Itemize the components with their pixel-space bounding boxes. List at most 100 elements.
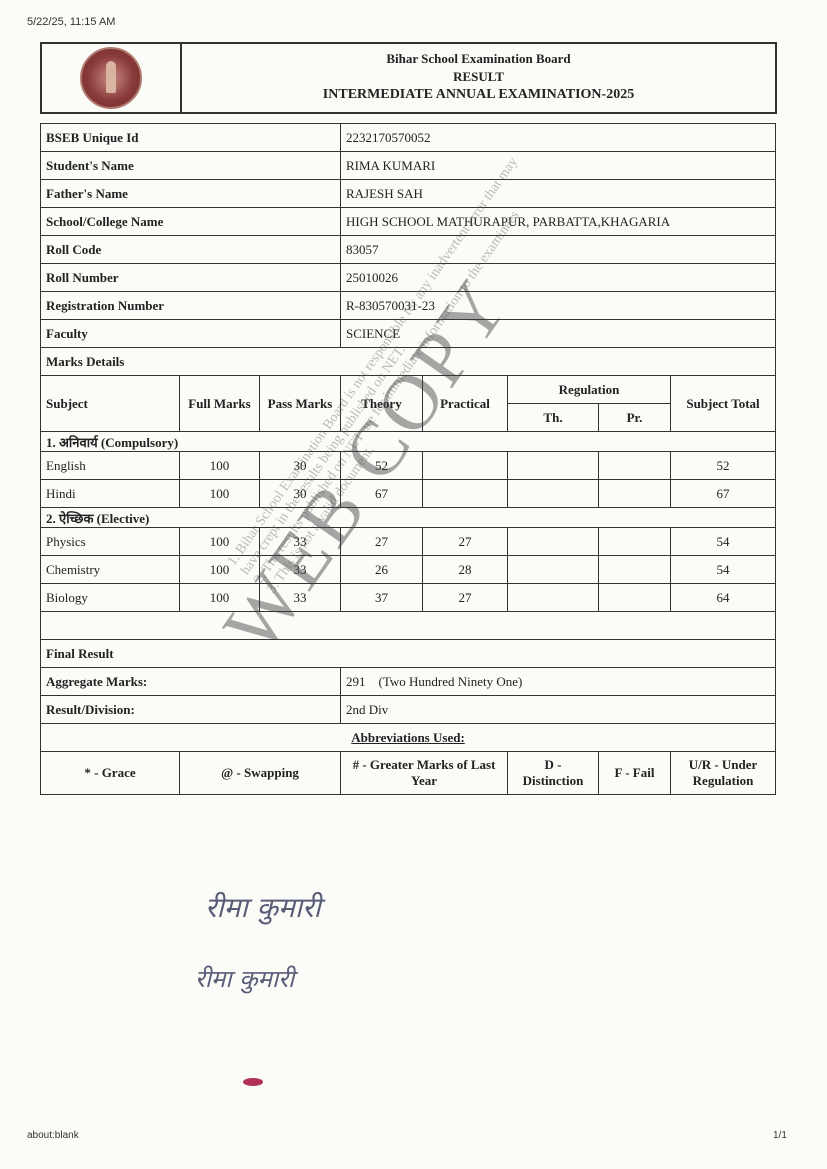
- info-row: Registration Number R-830570031-23: [40, 291, 777, 320]
- mark-th: [507, 555, 599, 584]
- division-value: 2nd Div: [339, 695, 777, 724]
- info-value: RIMA KUMARI: [339, 151, 777, 180]
- aggregate-row: Aggregate Marks: 291 (Two Hundred Ninety …: [40, 667, 777, 696]
- subject-name: Chemistry: [40, 555, 180, 584]
- info-value: 25010026: [339, 263, 777, 292]
- info-value: RAJESH SAH: [339, 179, 777, 208]
- info-row: Father's Name RAJESH SAH: [40, 179, 777, 208]
- mark-theory: 26: [340, 555, 423, 584]
- aggregate-value: 291 (Two Hundred Ninety One): [339, 667, 777, 696]
- mark-th: [507, 479, 599, 508]
- mark-pass: 33: [259, 527, 341, 556]
- mark-pr: [598, 527, 671, 556]
- info-row: School/College Name HIGH SCHOOL MATHURAPU…: [40, 207, 777, 236]
- mark-full: 100: [179, 527, 260, 556]
- info-value: SCIENCE: [339, 319, 777, 348]
- mark-full: 100: [179, 555, 260, 584]
- info-value: 83057: [339, 235, 777, 264]
- mark-pass: 33: [259, 583, 341, 612]
- abbreviation: U/R - Under Regulation: [669, 751, 777, 795]
- marks-title: Marks Details: [39, 347, 777, 376]
- result-table: BSEB Unique Id 2232170570052 Student's Nam…: [39, 123, 777, 795]
- info-row: BSEB Unique Id 2232170570052: [40, 123, 777, 152]
- info-label: Father's Name: [40, 179, 341, 208]
- mark-practical: 27: [422, 583, 508, 612]
- mark-pr: [598, 583, 671, 612]
- mark-th: [507, 451, 599, 480]
- page-url: about:blank: [27, 1130, 79, 1141]
- header-full-marks: Full Marks: [179, 375, 260, 432]
- mark-total: 54: [669, 527, 777, 556]
- subject-row: English 100 30 52 52: [40, 451, 777, 480]
- mark-full: 100: [179, 451, 260, 480]
- section-row: 2. ऐच्छिक (Elective): [39, 507, 777, 528]
- info-value: R-830570031-23: [339, 291, 777, 320]
- info-value: HIGH SCHOOL MATHURAPUR, PARBATTA,KHAGARI…: [339, 207, 777, 236]
- abbreviation: D - Distinction: [507, 751, 599, 795]
- mark-pr: [598, 479, 671, 508]
- section-name: 1. अनिवार्य (Compulsory): [39, 431, 777, 452]
- division-label: Result/Division:: [40, 695, 341, 724]
- mark-total: 67: [669, 479, 777, 508]
- header-subject-total: Subject Total: [669, 375, 777, 432]
- header-theory: Theory: [340, 375, 423, 432]
- print-datetime: 5/22/25, 11:15 AM: [27, 16, 116, 28]
- subject-name: English: [40, 451, 180, 480]
- mark-theory: 37: [340, 583, 423, 612]
- mark-theory: 52: [340, 451, 423, 480]
- mark-practical: [422, 479, 508, 508]
- handwritten-signature: रीमा कुमारी: [205, 891, 321, 924]
- info-row: Roll Number 25010026: [40, 263, 777, 292]
- final-title-row: Final Result: [39, 639, 777, 668]
- logo-cell: [42, 44, 182, 112]
- header-practical: Practical: [422, 375, 508, 432]
- subject-row: Physics 100 33 27 27 54: [40, 527, 777, 556]
- abbreviation: @ - Swapping: [179, 751, 341, 795]
- marks-subheader-row: Th. Pr.: [41, 403, 776, 432]
- ink-mark: [243, 1078, 263, 1086]
- mark-theory: 67: [340, 479, 423, 508]
- mark-theory: 27: [340, 527, 423, 556]
- mark-pass: 30: [259, 451, 341, 480]
- board-name: Bihar School Examination Board: [386, 51, 571, 66]
- mark-pass: 30: [259, 479, 341, 508]
- marks-title-row: Marks Details: [39, 347, 777, 376]
- result-header: Bihar School Examination Board RESULT IN…: [40, 42, 777, 114]
- mark-pass: 33: [259, 555, 341, 584]
- mark-th: [507, 527, 599, 556]
- mark-practical: 27: [422, 527, 508, 556]
- mark-total: 52: [669, 451, 777, 480]
- exam-name: INTERMEDIATE ANNUAL EXAMINATION-2025: [322, 87, 635, 102]
- header-text: Bihar School Examination Board RESULT IN…: [182, 44, 775, 112]
- marks-header-row: Subject Full Marks Pass Marks Theory Practic…: [40, 375, 777, 432]
- page-number: 1/1: [773, 1130, 787, 1141]
- blank-row: [39, 611, 777, 640]
- header-reg-pr: Pr.: [598, 403, 671, 432]
- subject-name: Physics: [40, 527, 180, 556]
- header-pass-marks: Pass Marks: [259, 375, 341, 432]
- abbreviation: F - Fail: [598, 751, 671, 795]
- abbreviation: # - Greater Marks of Last Year: [340, 751, 508, 795]
- section-row: 1. अनिवार्य (Compulsory): [39, 431, 777, 452]
- mark-pr: [598, 451, 671, 480]
- abbrev-row: * - Grace @ - Swapping # - Greater Marks o…: [40, 751, 777, 795]
- blank-cell: [39, 611, 777, 640]
- info-label: Roll Number: [40, 263, 341, 292]
- section-name: 2. ऐच्छिक (Elective): [39, 507, 777, 528]
- info-label: Roll Code: [40, 235, 341, 264]
- mark-full: 100: [179, 583, 260, 612]
- info-label: Registration Number: [40, 291, 341, 320]
- mark-total: 54: [669, 555, 777, 584]
- division-row: Result/Division: 2nd Div: [40, 695, 777, 724]
- mark-total: 64: [669, 583, 777, 612]
- abbreviation: * - Grace: [40, 751, 180, 795]
- info-value: 2232170570052: [339, 123, 777, 152]
- mark-practical: [422, 451, 508, 480]
- info-row: Roll Code 83057: [40, 235, 777, 264]
- info-label: BSEB Unique Id: [40, 123, 341, 152]
- info-label: Faculty: [40, 319, 341, 348]
- final-result-title: Final Result: [39, 639, 777, 668]
- mark-full: 100: [179, 479, 260, 508]
- header-regulation: Regulation: [507, 375, 671, 404]
- info-row: Student's Name RIMA KUMARI: [40, 151, 777, 180]
